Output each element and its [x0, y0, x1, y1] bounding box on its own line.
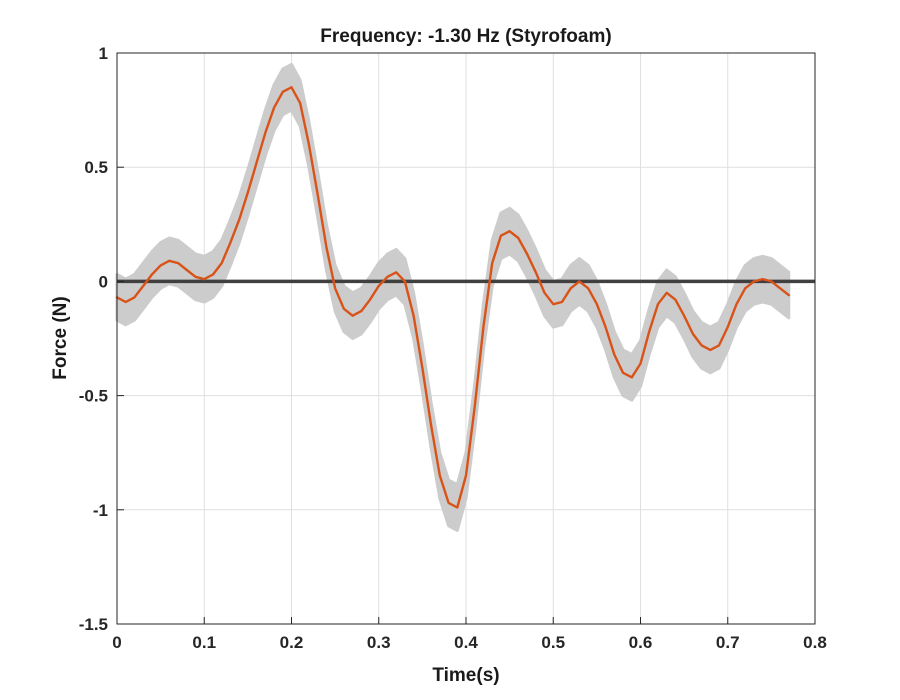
x-tick-label: 0.8 [803, 633, 827, 652]
x-tick-label: 0.2 [280, 633, 304, 652]
x-axis-ticks: 0 0.1 0.2 0.3 0.4 0.5 0.6 0.7 0.8 [112, 617, 827, 652]
x-tick-label: 0 [112, 633, 121, 652]
x-tick-label: 0.3 [367, 633, 391, 652]
y-tick-label: -1 [93, 501, 108, 520]
x-tick-label: 0.7 [716, 633, 740, 652]
x-tick-label: 0.1 [192, 633, 216, 652]
x-tick-label: 0.5 [541, 633, 565, 652]
series-band [115, 62, 791, 532]
confidence-band [115, 62, 791, 532]
y-tick-label: -0.5 [79, 387, 108, 406]
series-mean-line [115, 86, 790, 509]
series-lines [115, 86, 790, 509]
x-tick-label: 0.6 [629, 633, 653, 652]
y-axis-label: Force (N) [50, 296, 71, 379]
y-tick-label: 0 [99, 272, 108, 291]
y-tick-label: -1.5 [79, 615, 108, 634]
x-axis-label: Time(s) [432, 665, 499, 686]
chart-title: Frequency: -1.30 Hz (Styrofoam) [320, 26, 611, 47]
y-tick-label: 0.5 [84, 158, 108, 177]
y-tick-label: 1 [99, 44, 108, 63]
y-axis-ticks: 1 0.5 0 -0.5 -1 -1.5 [79, 44, 124, 634]
x-tick-label: 0.4 [454, 633, 478, 652]
